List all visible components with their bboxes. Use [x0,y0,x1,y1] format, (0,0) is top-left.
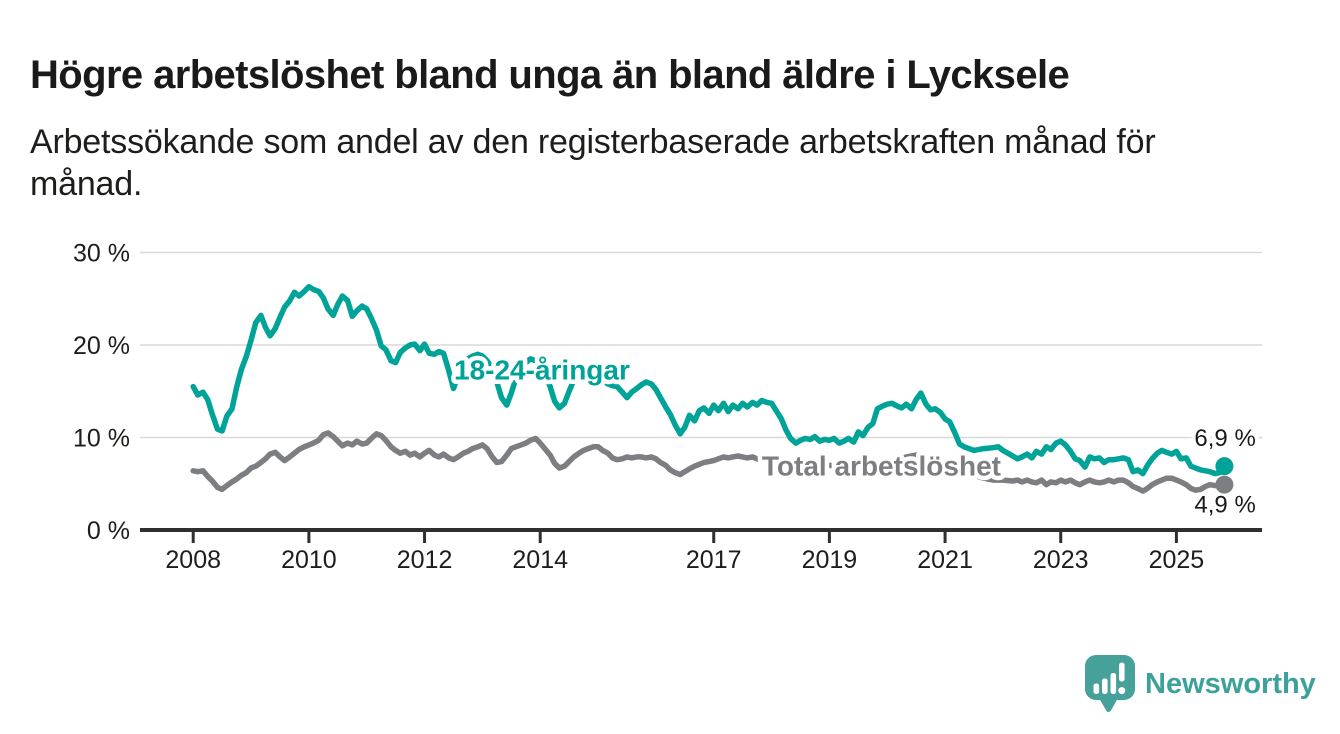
x-axis-label-2012: 2012 [397,546,453,574]
page-title: Högre arbetslöshet bland unga än bland ä… [30,52,1070,97]
x-axis-label-2025: 2025 [1149,546,1205,574]
series-end-dot-Total arbetslöshet [1215,475,1234,494]
y-axis-label-0: 0 % [87,517,130,545]
subtitle-line-2: månad. [30,165,143,203]
end-value-label-18-24-åringar: 6,9 % [1194,425,1255,452]
y-axis-label-10: 10 % [73,425,130,453]
y-axis-label-20: 20 % [73,332,130,360]
series-line-Total arbetslöshet [190,430,1228,494]
y-axis-label-30: 30 % [73,240,130,268]
x-axis-label-2014: 2014 [512,546,568,574]
newsworthy-wordmark: Newsworthy [1145,667,1316,700]
x-axis-label-2023: 2023 [1033,546,1089,574]
end-value-label-Total arbetslöshet: 4,9 % [1194,492,1255,519]
newsworthy-branding: Newsworthy [1085,655,1316,713]
x-axis-label-2021: 2021 [917,546,973,574]
chart-subtitle: Arbetssökande som andel av den registerb… [30,121,1300,205]
x-axis-label-2010: 2010 [281,546,337,574]
series-line-18-24-åringar [190,283,1228,477]
x-axis-label-2019: 2019 [802,546,858,574]
series-label-18-24-åringar: 18-24-åringar [454,355,630,386]
x-axis-label-2008: 2008 [165,546,221,574]
newsworthy-logo-icon [1085,655,1135,713]
series-end-dot-18-24-åringar [1215,457,1234,476]
x-axis-label-2017: 2017 [686,546,742,574]
series-label-Total arbetslöshet: Total arbetslöshet [762,450,1001,481]
subtitle-line-1: Arbetssökande som andel av den registerb… [30,123,1156,161]
